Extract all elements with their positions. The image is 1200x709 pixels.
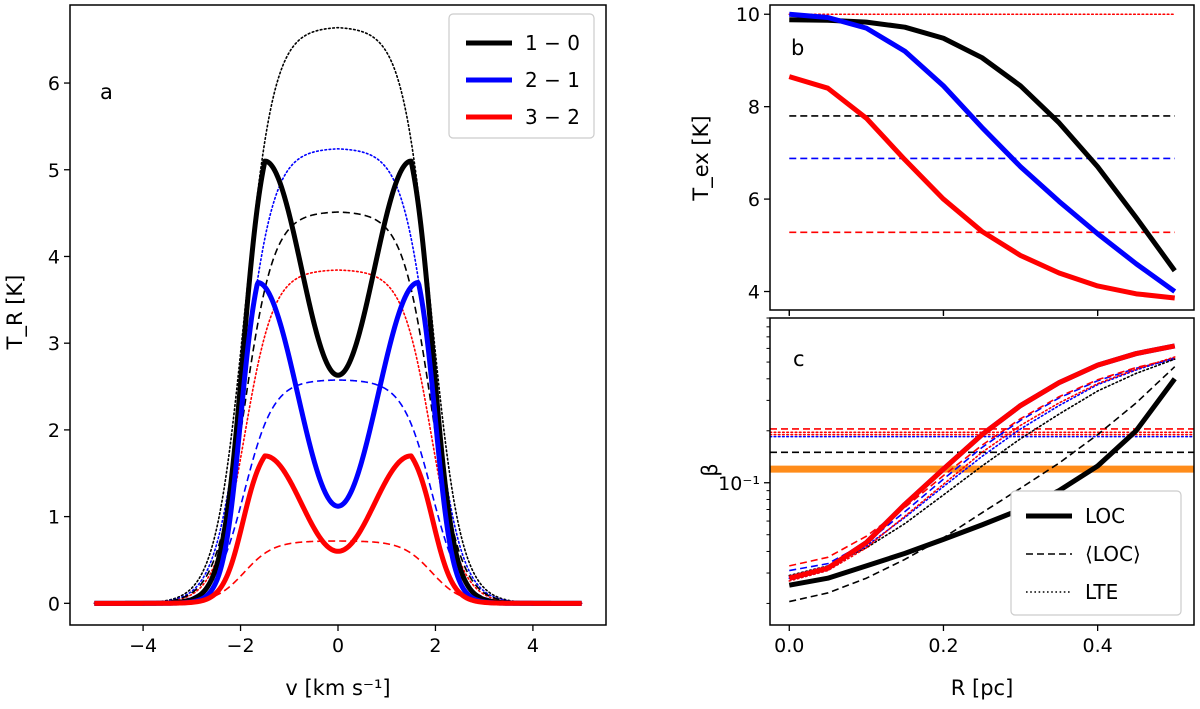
- panel-c-legend-label: LOC: [1085, 504, 1125, 528]
- panel-c-ylabel: β: [698, 463, 722, 476]
- panel-b-series-1: [789, 11, 1177, 294]
- panel-c-xtick-label: 0.2: [928, 635, 958, 657]
- panel-b-ytick-label: 4: [748, 282, 760, 304]
- panel-a-xtick-label: 4: [527, 635, 539, 657]
- panel-a-ytick-label: 5: [48, 160, 60, 182]
- panel-a-xtick-label: 0: [332, 635, 344, 657]
- panel-c-series-8: [788, 356, 1176, 582]
- panel-b-ytick-label: 6: [748, 189, 760, 211]
- panel-b-ylabel: T_ex [K]: [689, 115, 714, 201]
- panel-a-legend-label: 3 − 2: [525, 105, 580, 129]
- panel-b-letter: b: [791, 36, 804, 60]
- panel-c-series-0: [788, 377, 1177, 588]
- panel-a-ytick-label: 4: [48, 246, 60, 268]
- panel-c-legend-box: [1010, 490, 1182, 616]
- panel-a-ytick-label: 0: [48, 593, 60, 615]
- panel-b-ytick-label: 8: [748, 97, 760, 119]
- panel-a-series-6: [93, 26, 583, 605]
- panel-b-series-0: [789, 17, 1177, 273]
- panel-a-ylabel: T_R [K]: [3, 275, 28, 351]
- panel-a-xtick-label: −2: [227, 635, 255, 657]
- panel-a-legend-label: 1 − 0: [525, 31, 580, 55]
- panel-b-ytick-label: 10: [736, 4, 760, 26]
- panel-c-series-3: [789, 366, 1176, 603]
- panel-a-ytick-label: 2: [48, 420, 60, 442]
- panel-b: 4 6 8 10 b T_ex [K]: [689, 4, 1195, 316]
- panel-c-xlabel: R [pc]: [951, 676, 1014, 700]
- panel-c-series-5: [789, 357, 1175, 567]
- panel-a-xtick-label: −4: [129, 635, 157, 657]
- panel-a-ytick-label: 6: [48, 73, 60, 95]
- panel-c-xtick-label: 0.4: [1083, 635, 1113, 657]
- panel-b-series-2: [788, 74, 1175, 301]
- panel-c-ytick-label: 10⁻¹: [718, 473, 760, 495]
- panel-a-series-2: [92, 453, 584, 606]
- panel-a-series-3: [94, 211, 582, 605]
- panel-c-xtick-label: 0.0: [774, 635, 804, 657]
- panel-a-ytick-label: 1: [48, 507, 60, 529]
- panel-a-series-0: [92, 158, 584, 606]
- panel-c-letter: c: [793, 347, 805, 371]
- panel-c: 0.0 0.2 0.4 10⁻¹ c R [pc] β LOC ⟨LOC⟩ LTE: [698, 317, 1195, 700]
- panel-a-legend-label: 2 − 1: [525, 68, 580, 92]
- panel-a-ytick-label: 3: [48, 333, 60, 355]
- panel-b-frame: [769, 4, 1195, 311]
- panel-c-legend-label: ⟨LOC⟩: [1085, 542, 1141, 566]
- panel-a-xlabel: v [km s⁻¹]: [285, 676, 390, 700]
- panel-a-xtick-label: 2: [429, 635, 441, 657]
- panel-c-legend-label: LTE: [1085, 580, 1118, 604]
- panel-a: −4 −2 0 2 4 0 1 2 3 4 5 6 a v [km s⁻¹] T_R [K] 1 − …: [3, 4, 607, 700]
- panel-a-series-4: [94, 379, 582, 605]
- panel-c-frame: [769, 317, 1195, 626]
- panel-c-series-2: [788, 343, 1176, 581]
- panel-a-series-1: [92, 280, 584, 606]
- panel-a-letter: a: [100, 80, 113, 104]
